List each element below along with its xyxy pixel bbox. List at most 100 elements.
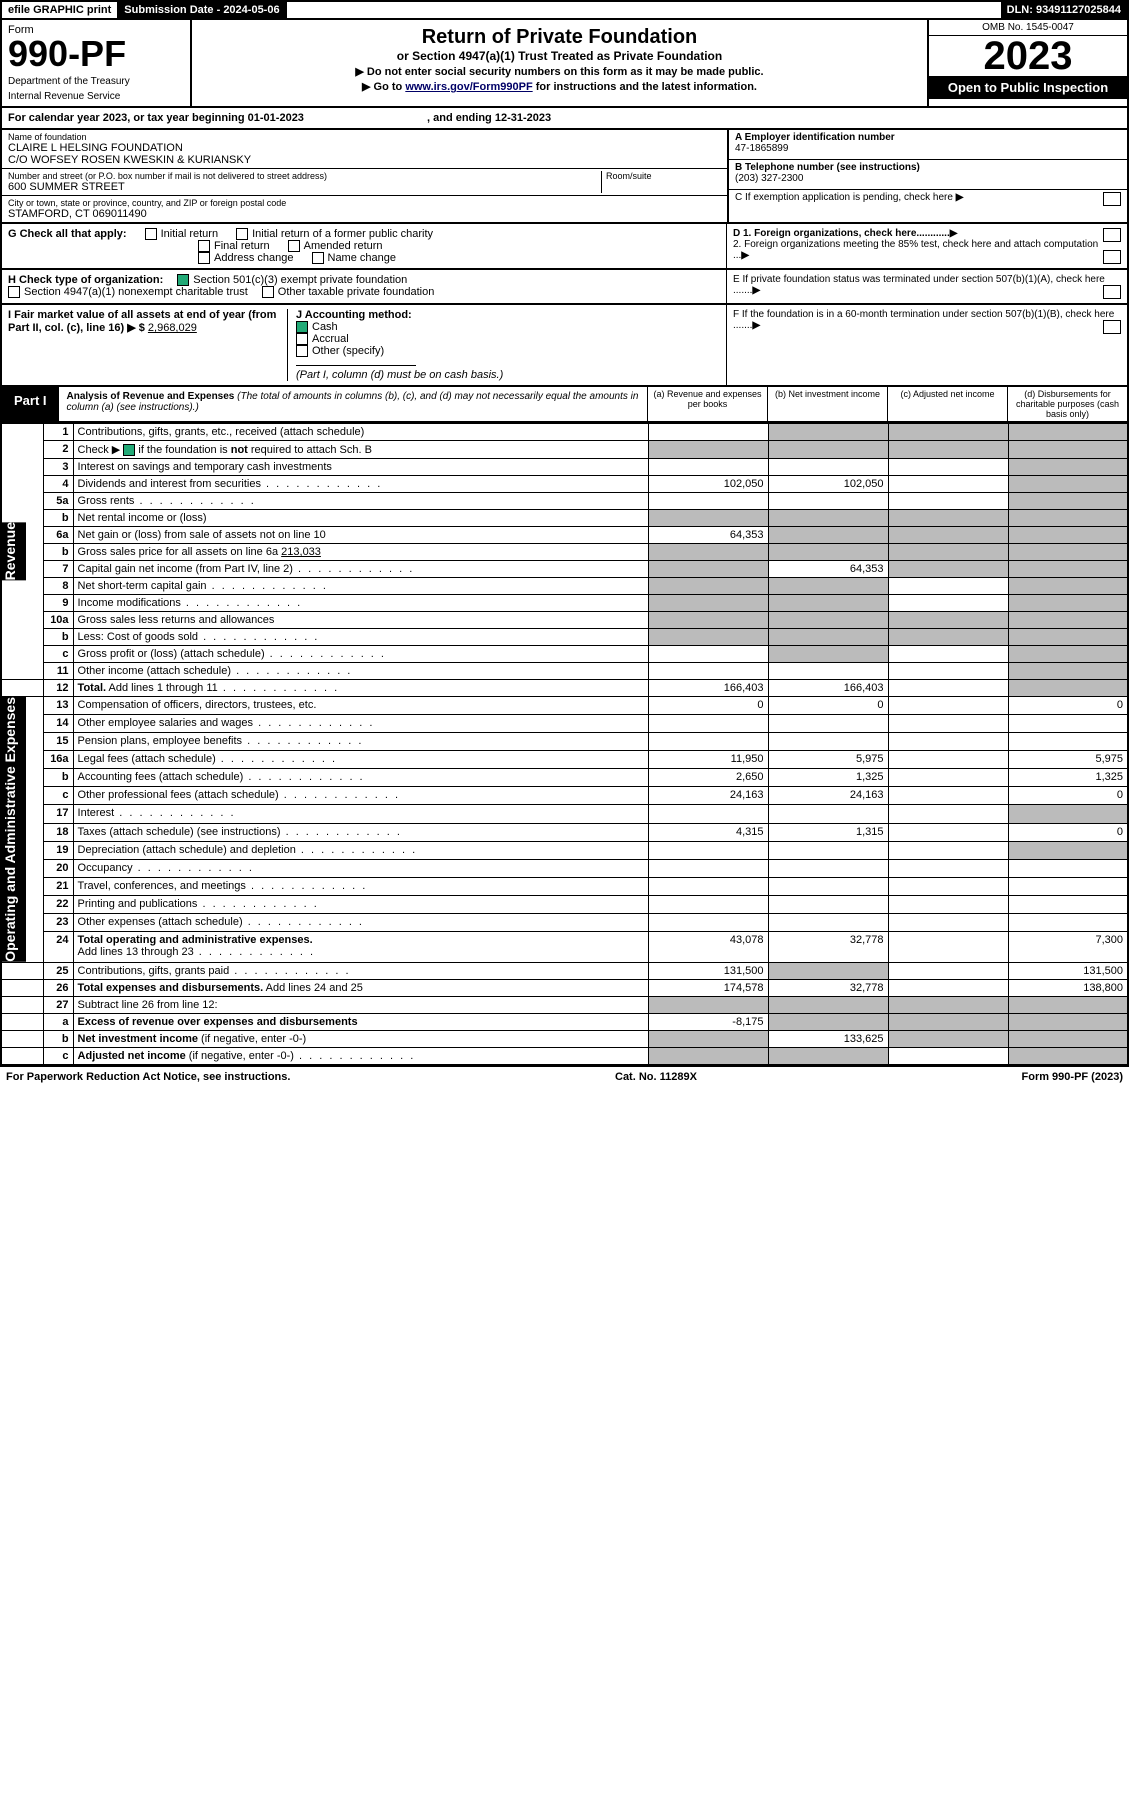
initial-former-checkbox[interactable] <box>236 228 248 240</box>
row16c-b: 24,163 <box>768 787 888 805</box>
calyear-pre: For calendar year 2023, or tax year begi… <box>8 112 248 124</box>
row25-d: 131,500 <box>1008 962 1128 979</box>
address-change-label: Address change <box>214 252 294 264</box>
col-a-header: (a) Revenue and expenses per books <box>647 387 767 421</box>
initial-return-checkbox[interactable] <box>145 228 157 240</box>
row16b-desc: Accounting fees (attach schedule) <box>73 769 648 787</box>
4947-checkbox[interactable] <box>8 286 20 298</box>
accounting-label: J Accounting method: <box>296 309 412 321</box>
row9-desc: Income modifications <box>73 595 648 612</box>
row8-desc: Net short-term capital gain <box>73 578 648 595</box>
other-taxable-label: Other taxable private foundation <box>278 286 435 298</box>
irs-link[interactable]: www.irs.gov/Form990PF <box>405 81 532 93</box>
final-return-checkbox[interactable] <box>198 240 210 252</box>
accrual-checkbox[interactable] <box>296 333 308 345</box>
ein-value: 47-1865899 <box>735 143 1121 154</box>
h-label: H Check type of organization: <box>8 274 163 286</box>
row12-desc: Add lines 1 through 11 <box>106 682 218 694</box>
f-checkbox[interactable] <box>1103 320 1121 334</box>
d2-checkbox[interactable] <box>1103 250 1121 264</box>
foundation-name2: C/O WOFSEY ROSEN KWESKIN & KURIANSKY <box>8 154 721 166</box>
row26-desc: Add lines 24 and 25 <box>263 982 363 994</box>
efile-print-button[interactable]: efile GRAPHIC print <box>2 2 118 18</box>
part1-header: Part I Analysis of Revenue and Expenses … <box>0 387 1129 423</box>
row11-desc: Other income (attach schedule) <box>73 663 648 680</box>
row12-b: 166,403 <box>768 680 888 697</box>
row13-desc: Compensation of officers, directors, tru… <box>73 697 648 715</box>
dln-label: DLN: 93491127025844 <box>1001 2 1127 18</box>
fmv-value: 2,968,029 <box>148 322 197 334</box>
form-number: 990-PF <box>8 36 184 72</box>
ssn-warning: ▶ Do not enter social security numbers o… <box>198 65 921 78</box>
row16c-desc: Other professional fees (attach schedule… <box>73 787 648 805</box>
cash-checkbox[interactable] <box>296 321 308 333</box>
row6b-desc: Gross sales price for all assets on line… <box>78 546 279 558</box>
row16b-a: 2,650 <box>648 769 768 787</box>
row26-title: Total expenses and disbursements. <box>78 982 264 994</box>
row12-total: Total. <box>78 682 107 694</box>
paperwork-notice: For Paperwork Reduction Act Notice, see … <box>6 1071 290 1083</box>
other-taxable-checkbox[interactable] <box>262 286 274 298</box>
dept-treasury: Department of the Treasury <box>8 76 184 87</box>
row24-desc: Add lines 13 through 23 <box>78 946 316 958</box>
final-return-label: Final return <box>214 240 270 252</box>
f-label: F If the foundation is in a 60-month ter… <box>733 309 1114 331</box>
ein-label: A Employer identification number <box>735 132 1121 143</box>
name-change-checkbox[interactable] <box>312 252 324 264</box>
d1-checkbox[interactable] <box>1103 228 1121 242</box>
row13-a: 0 <box>648 697 768 715</box>
row10b-desc: Less: Cost of goods sold <box>73 629 648 646</box>
row19-desc: Depreciation (attach schedule) and deple… <box>73 841 648 859</box>
goto-post: for instructions and the latest informat… <box>533 81 757 93</box>
row16b-b: 1,325 <box>768 769 888 787</box>
expenses-side-label: Operating and Administrative Expenses <box>2 697 26 962</box>
address-change-checkbox[interactable] <box>198 252 210 264</box>
street-label: Number and street (or P.O. box number if… <box>8 171 601 181</box>
row27c-desc: (if negative, enter -0-) <box>186 1050 294 1062</box>
amended-return-checkbox[interactable] <box>288 240 300 252</box>
room-label: Room/suite <box>606 171 721 181</box>
name-change-label: Name change <box>328 252 397 264</box>
schb-checkbox[interactable] <box>123 444 135 456</box>
row14-desc: Other employee salaries and wages <box>73 715 648 733</box>
row2-post: required to attach Sch. B <box>248 444 372 456</box>
form-subtitle: or Section 4947(a)(1) Trust Treated as P… <box>198 49 921 63</box>
row27c-title: Adjusted net income <box>78 1050 186 1062</box>
4947-label: Section 4947(a)(1) nonexempt charitable … <box>24 286 248 298</box>
row24-a: 43,078 <box>648 931 768 962</box>
city-label: City or town, state or province, country… <box>8 198 721 208</box>
row2-not: not <box>231 444 248 456</box>
name-label: Name of foundation <box>8 132 721 142</box>
form-header: Form 990-PF Department of the Treasury I… <box>0 20 1129 108</box>
e-checkbox[interactable] <box>1103 285 1121 299</box>
row4-a: 102,050 <box>648 476 768 493</box>
irs-label: Internal Revenue Service <box>8 91 184 102</box>
goto-note: ▶ Go to www.irs.gov/Form990PF for instru… <box>198 80 921 93</box>
row16c-a: 24,163 <box>648 787 768 805</box>
initial-former-label: Initial return of a former public charit… <box>252 228 433 240</box>
form-footer-label: Form 990-PF (2023) <box>1022 1071 1123 1083</box>
row4-desc: Dividends and interest from securities <box>73 476 648 493</box>
cat-number: Cat. No. 11289X <box>615 1071 697 1083</box>
row18-a: 4,315 <box>648 823 768 841</box>
row25-desc: Contributions, gifts, grants paid <box>73 962 648 979</box>
top-bar: efile GRAPHIC print Submission Date - 20… <box>0 0 1129 20</box>
row6b-val: 213,033 <box>281 546 321 558</box>
d2-label: 2. Foreign organizations meeting the 85%… <box>733 239 1098 261</box>
revenue-side-label: Revenue <box>2 522 26 580</box>
row27b-b: 133,625 <box>768 1030 888 1047</box>
exemption-label: C If exemption application is pending, c… <box>735 192 953 203</box>
d1-label: D 1. Foreign organizations, check here..… <box>733 228 950 239</box>
row18-d: 0 <box>1008 823 1128 841</box>
foundation-name1: CLAIRE L HELSING FOUNDATION <box>8 142 721 154</box>
501c3-checkbox[interactable] <box>177 274 189 286</box>
tax-end: 12-31-2023 <box>495 112 551 124</box>
section-g-row: G Check all that apply: Initial return I… <box>0 224 1129 270</box>
other-accounting-checkbox[interactable] <box>296 345 308 357</box>
row1-desc: Contributions, gifts, grants, etc., rece… <box>73 424 648 441</box>
exemption-checkbox[interactable] <box>1103 192 1121 206</box>
row7-b: 64,353 <box>768 561 888 578</box>
row6a-a: 64,353 <box>648 527 768 544</box>
tax-year: 2023 <box>929 36 1127 76</box>
row24-b: 32,778 <box>768 931 888 962</box>
